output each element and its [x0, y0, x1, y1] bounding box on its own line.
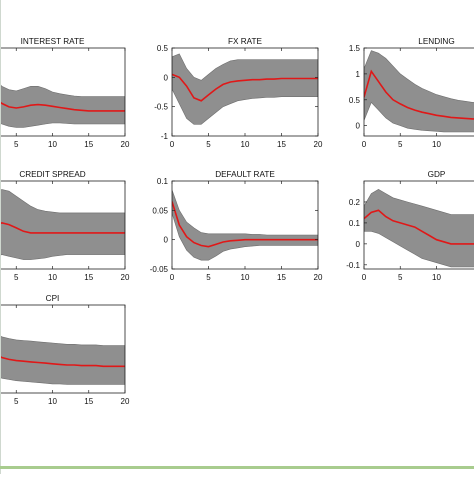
- subplot-title: CPI: [46, 294, 60, 303]
- subplot-6: CPI 5 10 15 20: [0, 294, 130, 406]
- subplot-1: FX RATE 0 5 10 15 20 -1 -0.5 0 0.5: [154, 37, 323, 149]
- median-line: [172, 73, 318, 102]
- subplot-2: LENDING 0 5 10 0 0.5 1 1.5: [349, 37, 474, 149]
- x-tick-label: 15: [84, 140, 93, 149]
- x-tick-label: 20: [121, 273, 130, 282]
- subplot-title: FX RATE: [228, 37, 263, 46]
- y-tick-label: -0.1: [346, 261, 360, 270]
- y-tick-label: -0.05: [150, 265, 169, 274]
- y-tick-label: 0.05: [152, 206, 168, 215]
- y-tick-label: 1: [356, 70, 361, 79]
- confidence-band: [0, 83, 125, 128]
- x-tick-label: 5: [14, 140, 19, 149]
- y-tick-label: -1: [161, 132, 169, 141]
- subplot-title: INTEREST RATE: [21, 37, 85, 46]
- x-tick-label: 20: [121, 140, 130, 149]
- confidence-band: [364, 189, 474, 268]
- x-tick-label: 0: [362, 273, 367, 282]
- subplot-title: LENDING: [418, 37, 454, 46]
- x-tick-label: 10: [48, 397, 57, 406]
- x-tick-label: 5: [206, 140, 211, 149]
- x-tick-label: 15: [84, 397, 93, 406]
- x-tick-label: 10: [48, 140, 57, 149]
- y-tick-label: 0.1: [349, 219, 361, 228]
- x-tick-label: 20: [314, 273, 323, 282]
- confidence-band: [0, 189, 125, 260]
- x-tick-label: 10: [432, 140, 441, 149]
- x-tick-label: 20: [121, 397, 130, 406]
- x-tick-label: 5: [398, 273, 403, 282]
- subplot-3: CREDIT SPREAD 5 10 15 20: [0, 170, 130, 282]
- x-tick-label: 15: [277, 140, 286, 149]
- y-tick-label: 0: [164, 236, 169, 245]
- subplot-title: CREDIT SPREAD: [19, 170, 85, 179]
- subplot-0: INTEREST RATE 5 10 15 20: [0, 37, 130, 149]
- median-line: [364, 69, 474, 120]
- median-line: [172, 201, 318, 248]
- subplot-title: DEFAULT RATE: [215, 170, 275, 179]
- median-line: [0, 222, 125, 234]
- confidence-band: [364, 50, 474, 133]
- x-tick-label: 20: [314, 140, 323, 149]
- median-line: [0, 100, 125, 112]
- subplot-title: GDP: [428, 170, 446, 179]
- x-tick-label: 0: [170, 273, 175, 282]
- y-tick-label: 0.2: [349, 198, 361, 207]
- y-tick-label: -0.5: [154, 103, 168, 112]
- confidence-band: [0, 335, 125, 385]
- y-tick-label: 0.1: [157, 177, 169, 186]
- median-line: [0, 355, 125, 368]
- confidence-band: [172, 53, 318, 125]
- x-tick-label: 10: [241, 273, 250, 282]
- y-tick-label: 0.5: [157, 44, 169, 53]
- x-tick-label: 0: [362, 140, 367, 149]
- median-line: [364, 209, 474, 245]
- x-tick-label: 10: [432, 273, 441, 282]
- x-tick-label: 5: [14, 397, 19, 406]
- y-tick-label: 0: [164, 73, 169, 82]
- y-tick-label: 1.5: [349, 44, 361, 53]
- x-tick-label: 10: [241, 140, 250, 149]
- y-tick-label: 0: [356, 240, 361, 249]
- left-frame-line: [0, 0, 1, 474]
- y-tick-label: 0: [356, 122, 361, 131]
- x-tick-label: 5: [206, 273, 211, 282]
- bottom-rule: [0, 466, 474, 469]
- confidence-band: [172, 189, 318, 261]
- x-tick-label: 0: [170, 140, 175, 149]
- x-tick-label: 5: [14, 273, 19, 282]
- x-tick-label: 15: [84, 273, 93, 282]
- x-tick-label: 15: [277, 273, 286, 282]
- y-tick-label: 0.5: [349, 96, 361, 105]
- x-tick-label: 5: [398, 140, 403, 149]
- x-tick-label: 10: [48, 273, 57, 282]
